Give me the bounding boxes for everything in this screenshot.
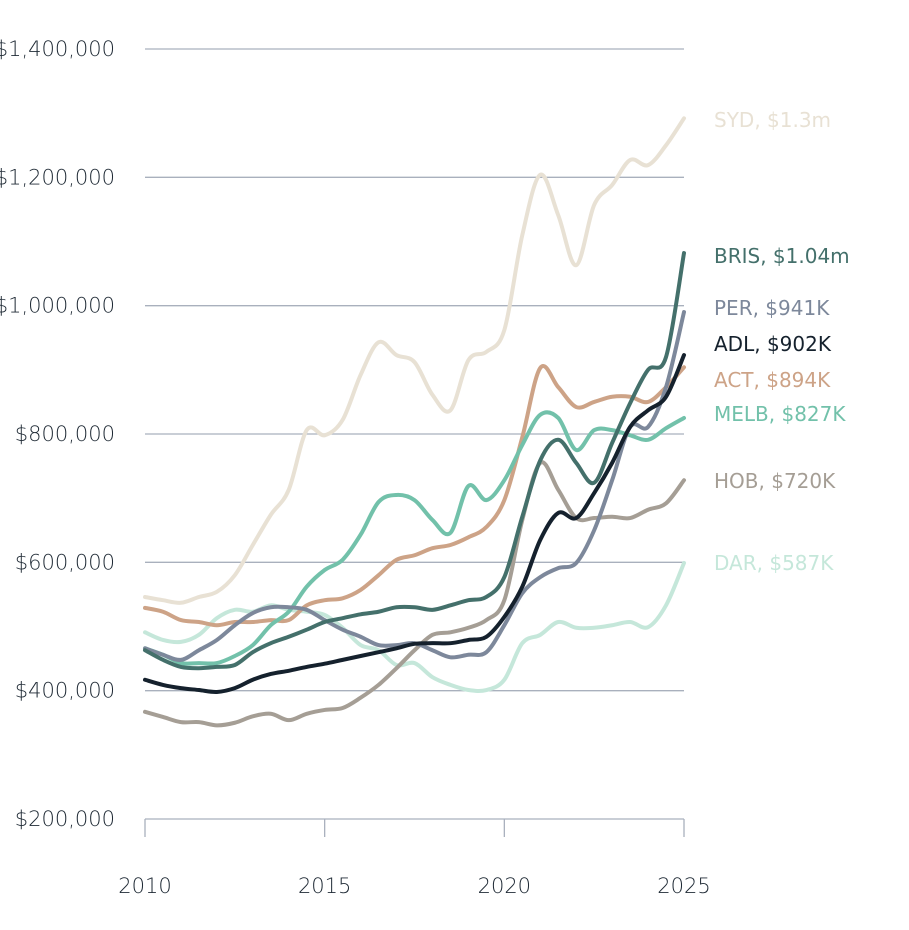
series-label-adl: ADL, $902K <box>714 332 832 356</box>
series-label-melb: MELB, $827K <box>714 402 846 426</box>
series-label-hob: HOB, $720K <box>714 469 836 493</box>
series-label-dar: DAR, $587K <box>714 551 834 575</box>
series-line-melb <box>143 410 686 666</box>
gridlines <box>145 48 684 692</box>
y-tick-label: $1,400,000 <box>0 37 115 61</box>
series-line-dar <box>143 560 686 694</box>
y-tick-label: $200,000 <box>15 807 115 831</box>
y-axis-tick-labels: $1,400,000 $1,200,000 $1,000,000 $800,000 $6… <box>0 37 115 831</box>
series-lines <box>143 116 686 728</box>
series-line-bris <box>143 251 686 671</box>
series-line-act <box>143 364 686 628</box>
series-label-per: PER, $941K <box>714 296 830 320</box>
y-tick-label: $800,000 <box>15 422 115 446</box>
x-tick-label: 2025 <box>657 874 710 898</box>
series-labels: SYD, $1.3m DAR, $587K HOB, $720K ACT, $894K… <box>714 108 850 575</box>
series-line-hob <box>143 460 686 728</box>
series-line-adl <box>143 353 686 694</box>
x-axis: 2010 2015 2020 2025 <box>118 818 711 898</box>
y-tick-label: $600,000 <box>15 550 115 574</box>
y-tick-label: $1,000,000 <box>0 294 115 318</box>
x-tick-label: 2020 <box>478 874 531 898</box>
y-tick-label: $1,200,000 <box>0 165 115 189</box>
series-label-syd: SYD, $1.3m <box>714 108 831 132</box>
series-line-syd <box>143 116 686 605</box>
series-label-bris: BRIS, $1.04m <box>714 244 850 268</box>
x-tick-label: 2015 <box>298 874 351 898</box>
x-tick-label: 2010 <box>118 874 171 898</box>
series-label-act: ACT, $894K <box>714 368 831 392</box>
y-tick-label: $400,000 <box>15 679 115 703</box>
